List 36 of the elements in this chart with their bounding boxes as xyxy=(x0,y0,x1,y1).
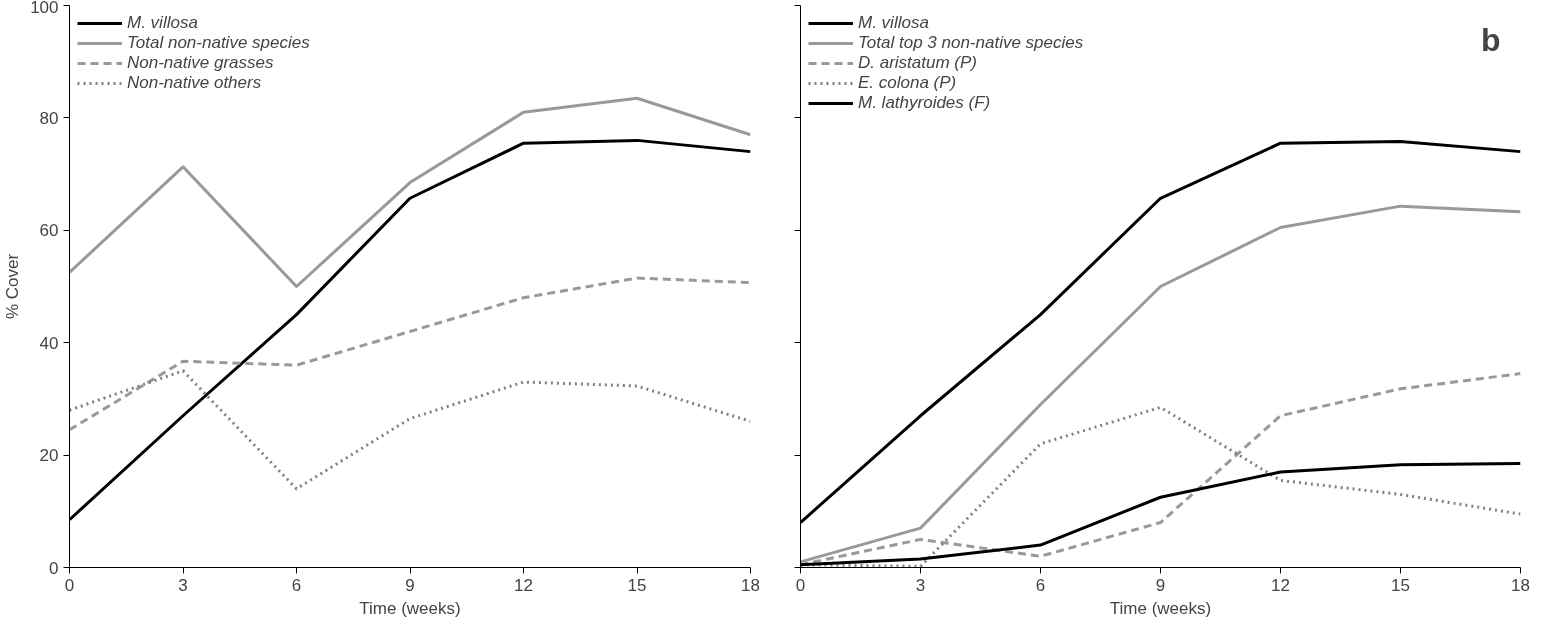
legend-label: Non-native others xyxy=(127,73,262,93)
legend-label: E. colona (P) xyxy=(858,73,957,93)
x-tick-label: 15 xyxy=(1391,575,1410,595)
x-tick-label: 9 xyxy=(1155,575,1166,595)
line-series xyxy=(69,96,751,288)
legend-label: M. villosa xyxy=(858,13,929,33)
y-tick-label: 80 xyxy=(39,108,59,128)
x-tick-label: 6 xyxy=(1035,575,1046,595)
x-axis-title: Time (weeks) xyxy=(1109,598,1212,618)
legend-label: Total top 3 non-native species xyxy=(858,33,1084,53)
y-axis-title: % Cover xyxy=(3,253,23,320)
x-axis-title: Time (weeks) xyxy=(359,598,461,618)
x-tick-label: 12 xyxy=(514,575,533,595)
line-series xyxy=(69,276,751,432)
x-tick-label: 18 xyxy=(1511,575,1530,595)
legend-label: M. villosa xyxy=(127,13,198,33)
x-tick-label: 3 xyxy=(915,575,926,595)
x-tick-label: 12 xyxy=(1271,575,1290,595)
x-tick-label: 15 xyxy=(627,575,647,595)
legend-label: Total non-native species xyxy=(127,33,310,53)
x-tick-label: 3 xyxy=(178,575,188,595)
x-tick-label: 0 xyxy=(795,575,806,595)
x-tick-label: 18 xyxy=(741,575,760,595)
y-tick-label: 40 xyxy=(39,333,59,353)
legend-label: D. aristatum (P) xyxy=(858,53,978,73)
legend-label: M. lathyroides (F) xyxy=(858,93,991,113)
annotation: b xyxy=(1480,22,1501,59)
line-series xyxy=(69,369,751,491)
y-tick-label: 0 xyxy=(49,558,59,578)
legend-label: Non-native grasses xyxy=(127,53,274,73)
x-tick-label: 9 xyxy=(405,575,415,595)
x-tick-label: 6 xyxy=(291,575,302,595)
y-tick-label: 20 xyxy=(39,446,59,466)
y-tick-label: 60 xyxy=(39,221,59,241)
x-tick-label: 0 xyxy=(64,575,75,595)
y-tick-label: 100 xyxy=(30,0,59,17)
